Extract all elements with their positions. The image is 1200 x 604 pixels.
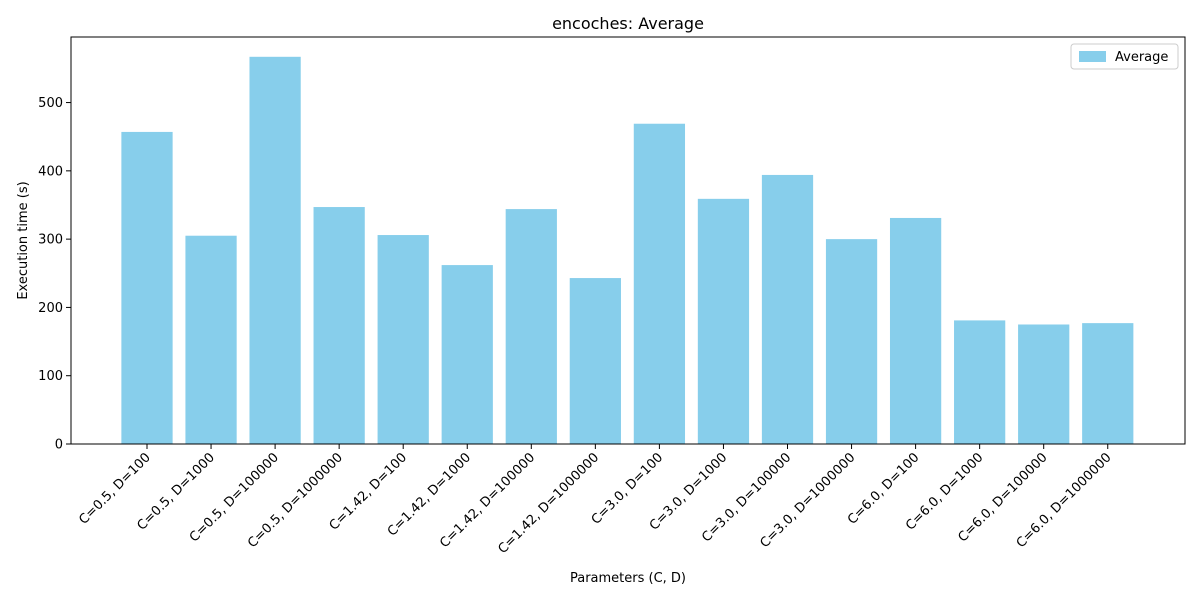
y-tick-label: 500 xyxy=(38,96,63,111)
y-axis-title: Execution time (s) xyxy=(16,181,31,299)
legend-swatch-average xyxy=(1079,51,1106,62)
bar xyxy=(313,207,365,444)
y-ticks-group: 0 100 200 300 400 500 xyxy=(38,96,71,453)
bar xyxy=(761,174,814,444)
legend-label-average: Average xyxy=(1115,50,1168,65)
y-tick-label: 300 xyxy=(38,233,63,248)
bar xyxy=(377,235,429,444)
x-axis-title: Parameters (C, D) xyxy=(570,571,686,586)
legend: Average xyxy=(1070,43,1179,70)
bars-group xyxy=(121,56,1134,445)
bar xyxy=(633,123,686,444)
y-tick-label: 0 xyxy=(55,438,63,453)
bar xyxy=(889,217,942,444)
bar xyxy=(249,56,301,445)
chart-title: encoches: Average xyxy=(552,14,704,33)
y-tick-label: 100 xyxy=(38,369,63,384)
y-tick-label: 400 xyxy=(38,164,63,179)
bar xyxy=(505,209,557,444)
legend-frame xyxy=(1070,43,1179,70)
bar xyxy=(121,131,173,445)
bar xyxy=(185,235,237,444)
bar xyxy=(697,198,750,444)
bar xyxy=(1082,323,1134,444)
bar xyxy=(954,320,1006,444)
bar xyxy=(1018,324,1070,444)
y-tick-label: 200 xyxy=(38,301,63,316)
plot-frame xyxy=(70,36,1186,445)
bar xyxy=(825,239,878,444)
bar xyxy=(441,265,493,444)
bar xyxy=(569,278,621,444)
